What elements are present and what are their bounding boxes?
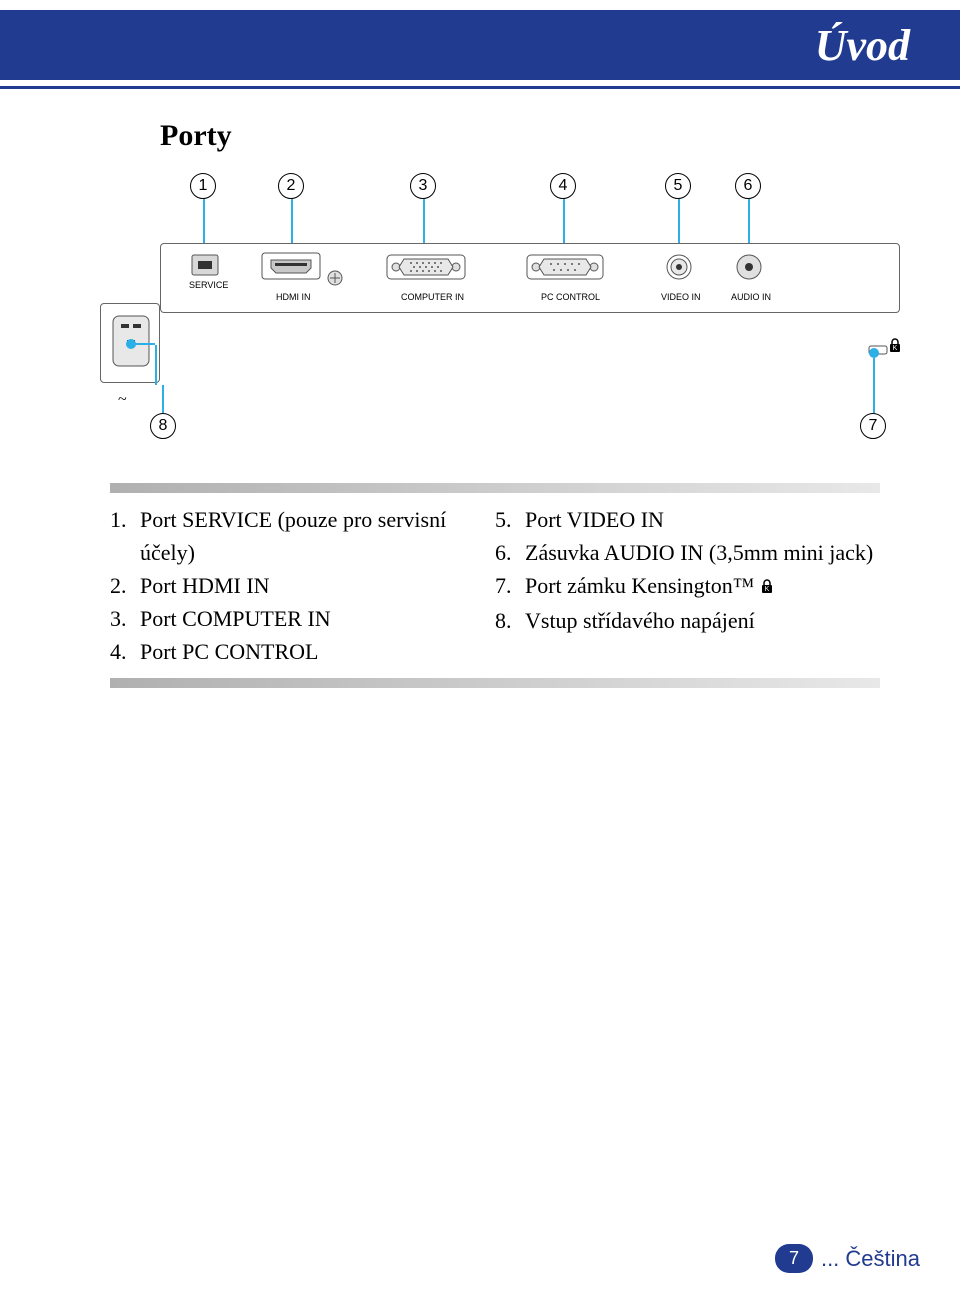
header-underline xyxy=(0,86,960,89)
connector-8b xyxy=(155,345,157,385)
footer: 7 ... Čeština xyxy=(775,1244,920,1273)
dot-8 xyxy=(126,339,136,349)
lock-icon: K xyxy=(760,571,774,604)
callout-2: 2 xyxy=(278,173,304,199)
port-list-left: 1.Port SERVICE (pouze pro servisní účely… xyxy=(110,503,495,668)
callout-5: 5 xyxy=(665,173,691,199)
callout-7: 7 xyxy=(860,413,886,439)
connector-8v xyxy=(162,385,164,413)
computer-in-port-icon xyxy=(386,254,466,280)
page-number: 7 xyxy=(775,1244,813,1273)
list-item: 7.Port zámku Kensington™ K xyxy=(495,569,880,604)
audio-label: AUDIO IN xyxy=(731,292,771,302)
ports-diagram: 1 2 3 4 5 6 SERVICE HDMI IN xyxy=(110,173,900,453)
pc-control-label: PC CONTROL xyxy=(541,292,600,302)
list-item: 1.Port SERVICE (pouze pro servisní účely… xyxy=(110,503,495,569)
list-item: 8.Vstup střídavého napájení xyxy=(495,604,880,637)
callout-1: 1 xyxy=(190,173,216,199)
divider-bottom xyxy=(110,678,880,688)
section-title: Porty xyxy=(160,119,960,153)
callout-4: 4 xyxy=(550,173,576,199)
dot-7 xyxy=(869,348,879,358)
port-list-right: 5.Port VIDEO IN 6.Zásuvka AUDIO IN (3,5m… xyxy=(495,503,880,668)
list-item: 2.Port HDMI IN xyxy=(110,569,495,602)
svg-text:K: K xyxy=(764,586,769,593)
audio-in-port-icon xyxy=(736,254,762,280)
divider-top xyxy=(110,483,880,493)
computer-label: COMPUTER IN xyxy=(401,292,464,302)
video-in-port-icon xyxy=(666,254,692,280)
callout-3: 3 xyxy=(410,173,436,199)
lock-icon: K xyxy=(888,338,902,359)
video-label: VIDEO IN xyxy=(661,292,701,302)
callout-8: 8 xyxy=(150,413,176,439)
service-port-icon xyxy=(191,254,219,276)
list-item: 4.Port PC CONTROL xyxy=(110,635,495,668)
page-header: Úvod xyxy=(815,20,910,71)
pc-control-port-icon xyxy=(526,254,604,280)
list-item: 6.Zásuvka AUDIO IN (3,5mm mini jack) xyxy=(495,536,880,569)
port-lists: 1.Port SERVICE (pouze pro servisní účely… xyxy=(110,503,880,668)
service-label: SERVICE xyxy=(189,280,228,290)
hdmi-label: HDMI IN xyxy=(276,292,311,302)
callout-6: 6 xyxy=(735,173,761,199)
hdmi-port-icon xyxy=(261,252,321,280)
ac-symbol: ~ xyxy=(118,391,127,409)
svg-text:K: K xyxy=(893,345,898,352)
list-item: 5.Port VIDEO IN xyxy=(495,503,880,536)
list-item: 3.Port COMPUTER IN xyxy=(110,602,495,635)
language-label: ... Čeština xyxy=(821,1246,920,1272)
back-panel: SERVICE HDMI IN COMPUTER IN xyxy=(160,243,900,313)
header-bar: Úvod xyxy=(0,10,960,80)
connector-7 xyxy=(873,358,875,413)
screw-icon xyxy=(327,270,343,286)
